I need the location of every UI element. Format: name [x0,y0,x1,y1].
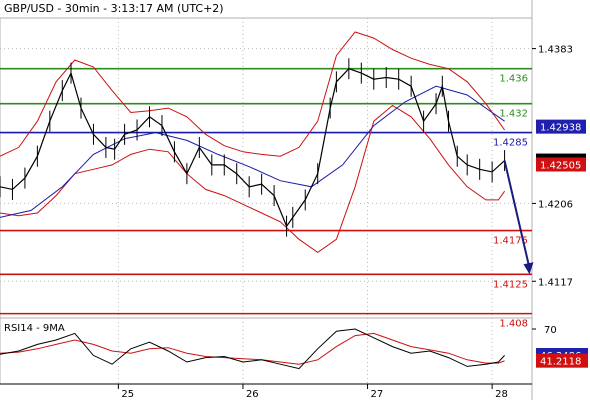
price-axis: 1.4383 1.4206 1.4117 [532,45,573,288]
forecast-arrow-head [523,262,534,275]
bollinger-upper-line [0,31,506,157]
price-series [0,58,506,237]
price-badge-label-1.42505: 1.42505 [540,161,581,172]
price-tick-label-1.4383: 1.4383 [538,45,573,56]
rsi-axis: 7046.348641.2118 [532,325,588,368]
price-badge-1.42505 [536,157,586,172]
rsi-tick-label-70: 70 [544,325,557,336]
forecast-arrow [503,160,534,275]
price-tick-label-1.4206: 1.4206 [538,199,573,210]
level-label-1.4175: 1.4175 [493,236,528,247]
price-badge-label-1.42938: 1.42938 [540,123,581,134]
x-tick-label-28: 28 [495,389,508,400]
horizontal-levels: 1.436 1.432 1.4285 1.4175 1.4125 1.408 [0,67,532,330]
chart-title: GBP/USD - 30min - 3:13:17 AM (UTC+2) [4,2,224,15]
x-tick-label-26: 26 [246,389,259,400]
forecast-arrow-shaft [503,160,531,269]
rsi-badge-label-41.2118: 41.2118 [540,357,581,368]
bollinger-lower-line [0,104,506,254]
level-label-1.436: 1.436 [499,74,528,85]
level-label-1.4125: 1.4125 [493,279,528,290]
rsi-line [0,328,505,370]
x-tick-label-25: 25 [121,389,134,400]
level-label-1.432: 1.432 [499,109,528,120]
time-axis: 25 26 27 28 [0,383,532,400]
x-tick-label-27: 27 [371,389,384,400]
level-label-1.408: 1.408 [499,319,528,330]
rsi-label: RSI14 - 9MA [4,323,65,334]
bollinger-bands [0,31,506,254]
price-tick-label-1.4117: 1.4117 [538,277,573,288]
grid-lines [0,18,532,384]
rsi-series [0,328,505,370]
level-label-1.4285: 1.4285 [493,138,528,149]
price-badge-1.42938 [536,119,586,134]
rsi-badge-41.2118 [536,353,588,368]
